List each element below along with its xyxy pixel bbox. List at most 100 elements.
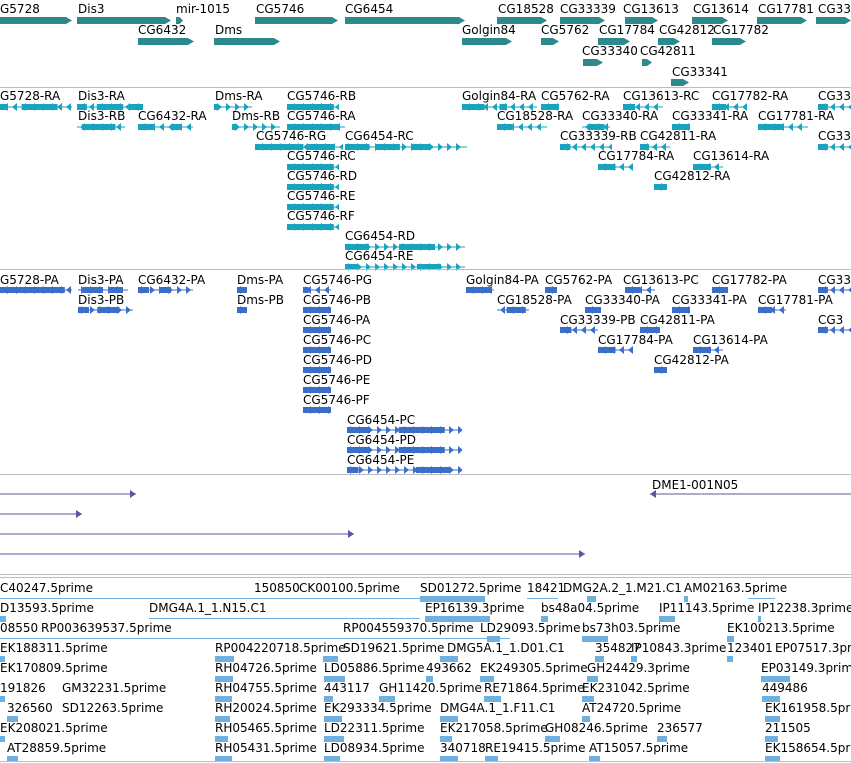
est-label[interactable]: C40247.5prime <box>0 581 93 595</box>
est-label[interactable]: SD01272.5prime <box>420 581 522 595</box>
protein-label[interactable]: CG42811-PA <box>640 313 715 327</box>
transcript-label[interactable]: CG18528-RA <box>497 109 574 123</box>
est-glyph[interactable] <box>0 696 5 702</box>
est-label[interactable]: 236577 <box>657 721 703 735</box>
protein-label[interactable]: CG13614-PA <box>693 333 768 347</box>
gene-label[interactable]: CG6432 <box>138 23 187 37</box>
est-glyph[interactable] <box>727 656 733 662</box>
gene-label[interactable]: CG33340 <box>582 44 638 58</box>
est-label[interactable]: RH05465.5prime <box>215 721 317 735</box>
gene-label[interactable]: Golgin84 <box>462 23 516 37</box>
protein-label[interactable]: CG42812-PA <box>654 353 729 367</box>
transcript-label[interactable]: Dms-RB <box>232 109 281 123</box>
gene-glyph[interactable] <box>497 17 547 24</box>
transcript-label[interactable]: CG17784-RA <box>598 149 675 163</box>
transcript-label[interactable]: CG33339-RB <box>560 129 637 143</box>
est-glyph[interactable] <box>0 656 5 662</box>
transcript-glyph[interactable] <box>818 143 851 151</box>
est-glyph[interactable] <box>761 676 790 682</box>
protein-label[interactable]: Dis3-PA <box>78 273 124 287</box>
est-glyph[interactable] <box>541 616 548 622</box>
est-glyph[interactable] <box>7 756 18 762</box>
est-label[interactable]: GH08246.5prime <box>545 721 648 735</box>
est-glyph[interactable] <box>7 716 18 722</box>
est-glyph[interactable] <box>324 736 344 742</box>
est-label[interactable]: GH11420.5prime <box>379 681 482 695</box>
transcript-glyph[interactable] <box>287 103 339 111</box>
est-glyph[interactable] <box>765 736 778 742</box>
est-glyph[interactable] <box>0 598 420 599</box>
est-label[interactable]: RP003639537.5prime <box>41 621 172 635</box>
est-glyph[interactable] <box>545 736 560 742</box>
transcript-label[interactable]: CG33341-RA <box>672 109 749 123</box>
transcript-label[interactable]: CG6454-RE <box>345 249 414 263</box>
gene-label[interactable]: CG42811 <box>640 44 696 58</box>
est-glyph[interactable] <box>587 596 596 602</box>
gene-label[interactable]: CG5746 <box>256 2 305 16</box>
transcript-label[interactable]: CG17781-RA <box>758 109 835 123</box>
est-label[interactable]: RP004559370.5prime <box>343 621 474 635</box>
gene-label[interactable]: CG42812 <box>659 23 715 37</box>
transcript-glyph[interactable] <box>138 123 193 131</box>
est-glyph[interactable] <box>426 676 433 682</box>
est-label[interactable]: IP12238.3prime <box>758 601 851 615</box>
gene-label[interactable]: CG333 <box>818 2 851 16</box>
est-glyph[interactable] <box>149 618 420 619</box>
transcript-glyph[interactable] <box>0 103 72 111</box>
est-glyph[interactable] <box>485 756 498 762</box>
protein-glyph[interactable] <box>347 466 462 474</box>
est-label[interactable]: LD29093.5prime <box>480 621 581 635</box>
protein-label[interactable]: CG17782-PA <box>712 273 787 287</box>
est-glyph[interactable] <box>425 616 490 622</box>
gene-glyph[interactable] <box>625 17 658 24</box>
transcript-glyph[interactable] <box>287 123 345 131</box>
protein-label[interactable]: CG6454-PE <box>347 453 415 467</box>
transcript-label[interactable]: CG33 <box>818 89 851 103</box>
protein-glyph[interactable] <box>497 306 529 314</box>
protein-label[interactable]: Dms-PB <box>237 293 284 307</box>
est-label[interactable]: EK170809.5prime <box>0 661 108 675</box>
gene-glyph[interactable] <box>671 79 689 86</box>
est-glyph[interactable] <box>324 716 342 722</box>
est-label[interactable]: EK217058.5prime <box>440 721 548 735</box>
est-label[interactable]: 449486 <box>762 681 808 695</box>
est-glyph[interactable] <box>215 676 233 682</box>
est-label[interactable]: IP11143.5prime <box>659 601 755 615</box>
protein-label[interactable]: CG5746-PD <box>303 353 373 367</box>
gene-label[interactable]: CG6454 <box>345 2 394 16</box>
est-label[interactable]: 493662 <box>426 661 472 675</box>
est-glyph[interactable] <box>582 696 594 702</box>
protein-glyph[interactable] <box>237 306 247 314</box>
est-label[interactable]: EK158654.5prime <box>765 741 851 755</box>
est-label[interactable]: LD08934.5prime <box>324 741 425 755</box>
gene-glyph[interactable] <box>255 17 338 24</box>
est-label[interactable]: RP004220718.5prime <box>215 641 346 655</box>
est-glyph[interactable] <box>420 596 485 602</box>
est-glyph[interactable] <box>440 716 458 722</box>
gene-label[interactable]: Dis3 <box>78 2 105 16</box>
est-label[interactable]: DMG4A.1_1.N15.C1 <box>149 601 267 615</box>
est-glyph[interactable] <box>758 616 761 622</box>
gene-glyph[interactable] <box>560 17 605 24</box>
gene-glyph[interactable] <box>757 17 807 24</box>
est-label[interactable]: LD22311.5prime <box>324 721 425 735</box>
est-glyph[interactable] <box>582 636 608 642</box>
transcript-glyph[interactable] <box>287 223 339 231</box>
transcript-glyph[interactable] <box>818 103 851 111</box>
est-label[interactable]: EP16139.3prime <box>425 601 525 615</box>
gene-glyph[interactable] <box>583 59 603 66</box>
est-glyph[interactable] <box>440 736 452 742</box>
protein-glyph[interactable] <box>672 306 690 314</box>
est-label[interactable]: RE71864.5prime <box>484 681 585 695</box>
gene-label[interactable]: CG18528 <box>498 2 554 16</box>
est-label[interactable]: EK100213.5prime <box>727 621 835 635</box>
protein-glyph[interactable] <box>693 346 723 354</box>
gene-glyph[interactable] <box>138 38 194 45</box>
est-glyph[interactable] <box>487 636 500 642</box>
gene-glyph[interactable] <box>598 38 630 45</box>
transcript-glyph[interactable] <box>672 123 690 131</box>
protein-glyph[interactable] <box>303 346 331 354</box>
protein-glyph[interactable] <box>303 326 331 334</box>
transcript-label[interactable]: CG5746-RE <box>287 189 356 203</box>
